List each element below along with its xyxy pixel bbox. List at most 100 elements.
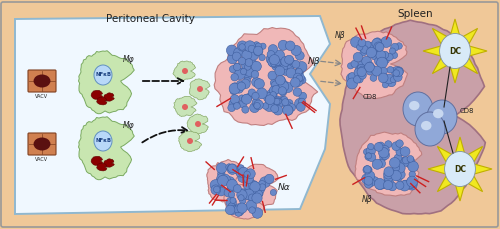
Circle shape — [275, 98, 281, 105]
Circle shape — [232, 52, 241, 61]
Circle shape — [278, 81, 289, 92]
Circle shape — [234, 206, 240, 213]
Circle shape — [270, 86, 278, 95]
Circle shape — [350, 37, 361, 47]
Circle shape — [246, 200, 256, 211]
Circle shape — [195, 121, 201, 127]
Circle shape — [390, 48, 396, 54]
Circle shape — [230, 95, 239, 104]
Circle shape — [238, 195, 244, 201]
Circle shape — [224, 188, 232, 197]
Circle shape — [229, 99, 239, 109]
Circle shape — [363, 166, 372, 174]
Circle shape — [251, 61, 262, 71]
Circle shape — [296, 68, 302, 75]
Text: CD8: CD8 — [363, 94, 378, 100]
Circle shape — [242, 61, 250, 69]
Circle shape — [248, 180, 258, 191]
Text: DC: DC — [449, 46, 461, 55]
Circle shape — [294, 98, 306, 109]
Circle shape — [391, 52, 398, 58]
Circle shape — [217, 173, 226, 183]
Circle shape — [296, 62, 307, 72]
Circle shape — [278, 87, 286, 95]
Circle shape — [406, 176, 418, 187]
Polygon shape — [96, 163, 107, 171]
Circle shape — [246, 169, 255, 179]
Circle shape — [372, 159, 382, 169]
Circle shape — [376, 50, 386, 60]
Circle shape — [234, 48, 243, 57]
FancyBboxPatch shape — [1, 2, 498, 227]
Ellipse shape — [444, 152, 476, 186]
Circle shape — [242, 95, 250, 102]
Circle shape — [182, 68, 188, 74]
Circle shape — [401, 180, 410, 189]
Circle shape — [227, 164, 237, 174]
Circle shape — [236, 81, 243, 87]
Circle shape — [271, 60, 277, 67]
Circle shape — [298, 98, 306, 105]
Circle shape — [238, 167, 249, 178]
Circle shape — [384, 167, 394, 177]
Circle shape — [255, 190, 262, 198]
Circle shape — [354, 76, 361, 83]
Circle shape — [405, 179, 415, 189]
Circle shape — [282, 105, 293, 115]
Circle shape — [258, 91, 265, 97]
Circle shape — [378, 73, 388, 83]
Circle shape — [214, 186, 220, 193]
Ellipse shape — [403, 92, 433, 126]
Circle shape — [384, 170, 393, 179]
Circle shape — [400, 181, 410, 191]
Circle shape — [384, 173, 393, 182]
Circle shape — [267, 51, 275, 58]
Circle shape — [251, 71, 258, 78]
Polygon shape — [224, 184, 265, 219]
Ellipse shape — [409, 101, 420, 110]
Circle shape — [244, 174, 254, 183]
Circle shape — [238, 173, 248, 183]
Circle shape — [266, 89, 277, 100]
Circle shape — [234, 84, 244, 93]
Circle shape — [396, 140, 404, 147]
Polygon shape — [178, 131, 202, 152]
Circle shape — [364, 62, 374, 72]
Circle shape — [234, 204, 243, 212]
Circle shape — [280, 96, 288, 104]
Circle shape — [401, 157, 410, 166]
Circle shape — [356, 44, 363, 50]
Circle shape — [268, 45, 278, 54]
Circle shape — [369, 177, 377, 184]
Circle shape — [387, 67, 394, 73]
Circle shape — [377, 142, 384, 149]
Circle shape — [286, 100, 293, 106]
Text: NFκB: NFκB — [95, 73, 111, 77]
Circle shape — [409, 171, 416, 178]
Circle shape — [239, 44, 246, 50]
Circle shape — [380, 181, 387, 189]
Circle shape — [365, 171, 375, 181]
Circle shape — [348, 73, 356, 80]
Circle shape — [364, 166, 371, 173]
Ellipse shape — [440, 33, 470, 68]
Circle shape — [234, 208, 242, 216]
Circle shape — [296, 75, 302, 82]
Circle shape — [254, 46, 263, 55]
Circle shape — [291, 45, 301, 56]
Circle shape — [249, 207, 256, 213]
Circle shape — [216, 176, 226, 186]
Circle shape — [390, 77, 396, 83]
Circle shape — [348, 63, 354, 69]
Circle shape — [246, 193, 252, 200]
Circle shape — [293, 88, 302, 96]
Circle shape — [367, 180, 374, 186]
Circle shape — [290, 78, 300, 87]
Circle shape — [254, 63, 261, 70]
Circle shape — [355, 65, 365, 76]
Circle shape — [296, 73, 304, 82]
Circle shape — [281, 57, 290, 66]
Circle shape — [282, 67, 290, 75]
Circle shape — [384, 180, 392, 190]
Circle shape — [238, 95, 245, 101]
